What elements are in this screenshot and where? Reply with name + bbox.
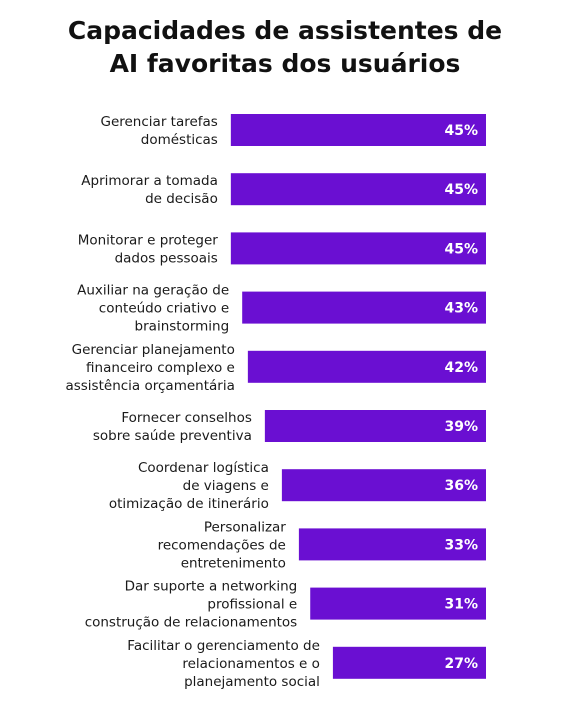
bar-8: [298, 528, 486, 561]
bar-value-label-4: 43%: [444, 301, 478, 317]
category-label-2: Aprimorar a tomada de decisão: [81, 173, 218, 207]
category-label-10: Facilitar o gerenciamento de relacionamen…: [127, 638, 320, 690]
bar-value-label-5: 42%: [444, 360, 478, 376]
chart-title-line-2: AI favoritas dos usuários: [109, 49, 461, 78]
category-label-5: Gerenciar planejamento financeiro complex…: [65, 342, 234, 394]
category-label-1: Gerenciar tarefas domésticas: [100, 114, 217, 148]
bar-value-label-10: 27%: [444, 656, 478, 672]
bar-1: [230, 114, 486, 146]
category-label-3: Monitorar e proteger dados pessoais: [78, 232, 219, 266]
bar-value-label-8: 33%: [444, 537, 478, 553]
chart-title-line-1: Capacidades de assistentes de: [67, 16, 503, 45]
bar-10: [332, 646, 486, 679]
bar-3: [230, 232, 486, 265]
bar-5: [247, 350, 486, 383]
bar-value-label-7: 36%: [444, 478, 478, 494]
bar-value-label-9: 31%: [444, 597, 478, 613]
bar-2: [230, 173, 486, 206]
category-label-9: Dar suporte a networking profissional e co…: [85, 579, 298, 631]
bar-7: [281, 469, 486, 502]
bar-9: [310, 587, 486, 620]
bar-value-label-2: 45%: [444, 182, 478, 198]
bar-4: [242, 291, 486, 324]
category-label-4: Auxiliar na geração de conteúdo criativo …: [77, 283, 229, 335]
bar-value-label-6: 39%: [444, 419, 478, 435]
bar-value-label-1: 45%: [444, 123, 478, 139]
bar-value-label-3: 45%: [444, 241, 478, 257]
category-label-7: Coordenar logística de viagens e otimizaçã…: [109, 460, 269, 512]
bar-6: [264, 410, 486, 442]
category-label-6: Fornecer conselhos sobre saúde preventiva: [93, 410, 252, 444]
chart-title: Capacidades de assistentes de AI favorit…: [0, 14, 570, 80]
category-label-8: Personalizar recomendações de entretenimen…: [158, 519, 287, 571]
